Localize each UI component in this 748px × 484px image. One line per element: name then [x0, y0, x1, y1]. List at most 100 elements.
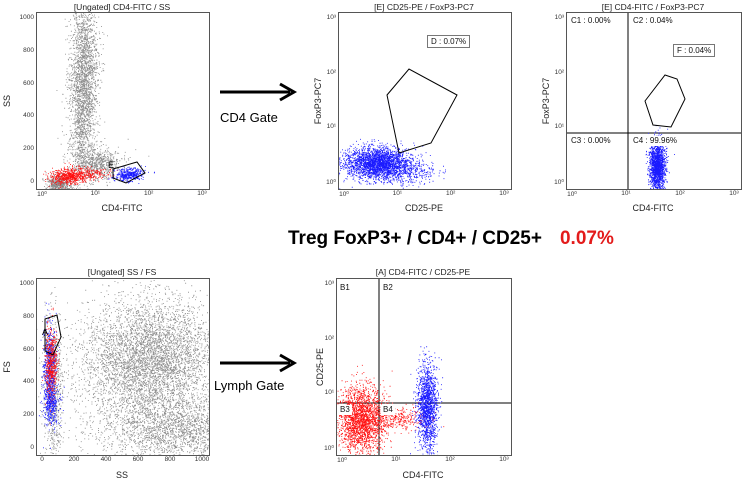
- plot-area: C1 : 0.00% C2 : 0.04% C3 : 0.00% C4 : 99…: [566, 12, 742, 190]
- event-dots: [52, 374, 209, 455]
- lymph-gate-arrow: [218, 353, 300, 373]
- event-cluster: [52, 374, 209, 455]
- plot-area: E: [36, 12, 210, 190]
- y-tick-label: 10⁰: [554, 179, 564, 186]
- x-tick-label: 10¹: [90, 190, 101, 197]
- y-tick-label: 10²: [324, 334, 334, 342]
- quadrant-c2-label: C2 : 0.04%: [631, 16, 675, 26]
- y-tick-label: 10⁰: [326, 179, 336, 186]
- event-cluster: [339, 138, 431, 189]
- y-tick-label: 200: [23, 411, 34, 419]
- quadrant-b4-label: B4: [381, 405, 395, 415]
- scatter-cloud: [567, 13, 741, 189]
- scatter-cloud: [337, 279, 511, 455]
- x-tick-label: 10³: [499, 190, 509, 197]
- x-tick-label: 600: [132, 456, 144, 463]
- x-tick-label: 10⁰: [339, 191, 349, 198]
- gate-e-label: E: [108, 160, 114, 170]
- chart-title: [Ungated] CD4-FITC / SS: [73, 2, 171, 12]
- event-dots: [410, 346, 444, 455]
- scatter-cloud: A: [37, 280, 209, 455]
- y-axis-label: CD25-PE: [315, 348, 325, 387]
- gate-f-polygon: [644, 74, 686, 128]
- event-dots: [42, 307, 60, 425]
- gate-f-label: F : 0.04%: [673, 44, 716, 57]
- quadrant-b1-label: B1: [338, 283, 352, 293]
- event-cluster: [337, 364, 414, 455]
- x-tick-label: 10¹: [621, 190, 631, 197]
- x-tick-label: 200: [68, 456, 80, 463]
- event-dots: [62, 138, 150, 187]
- y-tick-label: 10³: [324, 280, 334, 287]
- event-cluster: [42, 307, 60, 425]
- event-dots: [339, 138, 431, 189]
- event-dots: [43, 162, 95, 189]
- y-tick-label: 10³: [554, 14, 564, 21]
- event-dots: [38, 302, 60, 449]
- event-dots: [68, 166, 121, 183]
- x-tick-label: 10¹: [391, 456, 401, 463]
- event-dots: [39, 280, 209, 455]
- y-tick-label: 600: [23, 79, 34, 87]
- x-tick-label: 10²: [143, 190, 154, 197]
- y-tick-label: 1000: [19, 14, 34, 21]
- treg-summary-value: 0.07%: [559, 228, 614, 249]
- x-axis-label: CD4-FITC: [402, 470, 444, 480]
- y-tick-label: 200: [23, 145, 34, 153]
- plot-area: A: [36, 278, 210, 456]
- y-tick-label: 10¹: [324, 389, 334, 397]
- y-axis-label: FS: [2, 361, 12, 373]
- quadrant-c4-label: C4 : 99.96%: [631, 136, 680, 146]
- y-tick-label: 10⁰: [324, 445, 334, 452]
- event-cluster: [38, 302, 60, 449]
- x-tick-label: 1000: [194, 456, 210, 463]
- plot-area: D : 0.07%: [338, 12, 512, 190]
- quadrant-b3-label: B3: [338, 405, 352, 415]
- chart-title: [A] CD4-FITC / CD25-PE: [375, 267, 471, 277]
- chart-title: [Ungated] SS / FS: [87, 267, 157, 277]
- event-dots: [108, 165, 155, 184]
- arrow-icon: [220, 353, 298, 373]
- event-cluster: [367, 154, 446, 189]
- gate-d-label: D : 0.07%: [427, 35, 471, 48]
- event-dots: [337, 364, 414, 455]
- chart-title: [E] CD25-PE / FoxP3-PC7: [374, 2, 474, 12]
- treg-summary-label: Treg FoxP3+ / CD4+ / CD25+: [288, 228, 542, 249]
- event-cluster: [410, 346, 444, 455]
- y-axis-label: SS: [2, 95, 12, 108]
- event-dots: [367, 154, 446, 189]
- x-tick-label: 10²: [675, 190, 685, 197]
- x-tick-label: 10⁰: [37, 191, 47, 198]
- treg-summary: Treg FoxP3+ / CD4+ / CD25+ 0.07%: [288, 228, 614, 250]
- x-axis-label: CD4-FITC: [632, 203, 674, 213]
- x-tick-label: 10³: [499, 456, 509, 463]
- y-tick-label: 10³: [326, 14, 336, 21]
- y-tick-label: 10¹: [326, 123, 336, 131]
- y-tick-label: 0: [30, 444, 34, 451]
- event-cluster: [39, 280, 209, 455]
- scatter-cloud: E: [42, 13, 155, 189]
- y-tick-label: 400: [23, 112, 34, 120]
- chart-title: [E] CD4-FITC / FoxP3-PC7: [601, 2, 705, 12]
- x-tick-label: 800: [164, 456, 176, 463]
- x-tick-label: 10³: [197, 190, 207, 197]
- y-tick-label: 0: [30, 178, 34, 185]
- event-cluster: [56, 13, 108, 189]
- event-cluster: [68, 166, 121, 183]
- x-axis-label: CD4-FITC: [101, 203, 143, 213]
- y-tick-label: 400: [23, 378, 34, 386]
- arrow-icon: [220, 82, 298, 102]
- x-tick-label: 10²: [445, 456, 455, 463]
- x-axis-label: SS: [115, 470, 128, 480]
- gate-e-polygon: [112, 161, 146, 184]
- y-tick-label: 10¹: [554, 123, 564, 131]
- x-tick-label: 400: [100, 456, 112, 463]
- event-cluster: [62, 138, 150, 187]
- quadrant-b2-label: B2: [381, 283, 395, 293]
- y-tick-label: 800: [23, 312, 34, 320]
- event-dots: [645, 125, 675, 189]
- event-cluster: [645, 125, 675, 189]
- event-cluster: [108, 165, 155, 184]
- y-tick-label: 800: [23, 46, 34, 54]
- event-dots: [56, 13, 108, 189]
